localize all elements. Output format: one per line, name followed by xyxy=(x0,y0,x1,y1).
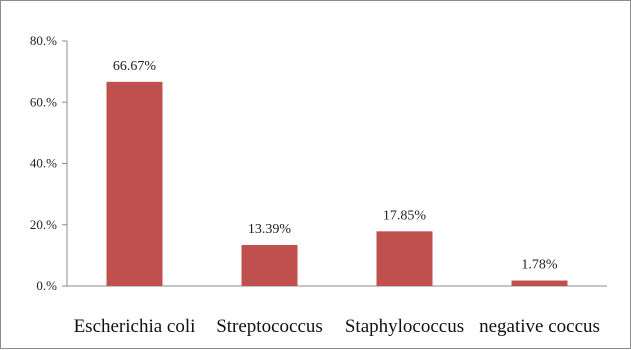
x-axis: Escherichia coli Streptococcus Staphylococ… xyxy=(67,285,607,337)
y-tick-label: 80.% xyxy=(30,33,57,48)
bar-value-label: 17.85% xyxy=(383,208,427,223)
bar xyxy=(511,280,568,286)
y-tick-label: 0.% xyxy=(36,278,57,293)
x-tick-label: negative coccus xyxy=(479,316,600,337)
bar xyxy=(376,231,433,286)
bar-value-label: 66.67% xyxy=(113,59,157,74)
bars xyxy=(106,81,568,287)
x-tick-label: Escherichia coli xyxy=(74,316,196,337)
y-tick-label: 40.% xyxy=(30,156,57,171)
bar xyxy=(106,81,163,287)
y-tick-label: 60.% xyxy=(30,94,57,109)
bar-value-label: 13.39% xyxy=(248,222,292,237)
y-tick-label: 20.% xyxy=(30,217,57,232)
data-labels: 66.67% 13.39% 17.85% 1.78% xyxy=(113,59,558,273)
y-axis: 0.% 20.% 40.% 60.% 80.% xyxy=(30,33,68,293)
bar-value-label: 1.78% xyxy=(521,258,558,273)
bar xyxy=(241,244,298,286)
x-tick-label: Streptococcus xyxy=(216,316,323,337)
x-tick-label: Staphylococcus xyxy=(345,316,464,337)
